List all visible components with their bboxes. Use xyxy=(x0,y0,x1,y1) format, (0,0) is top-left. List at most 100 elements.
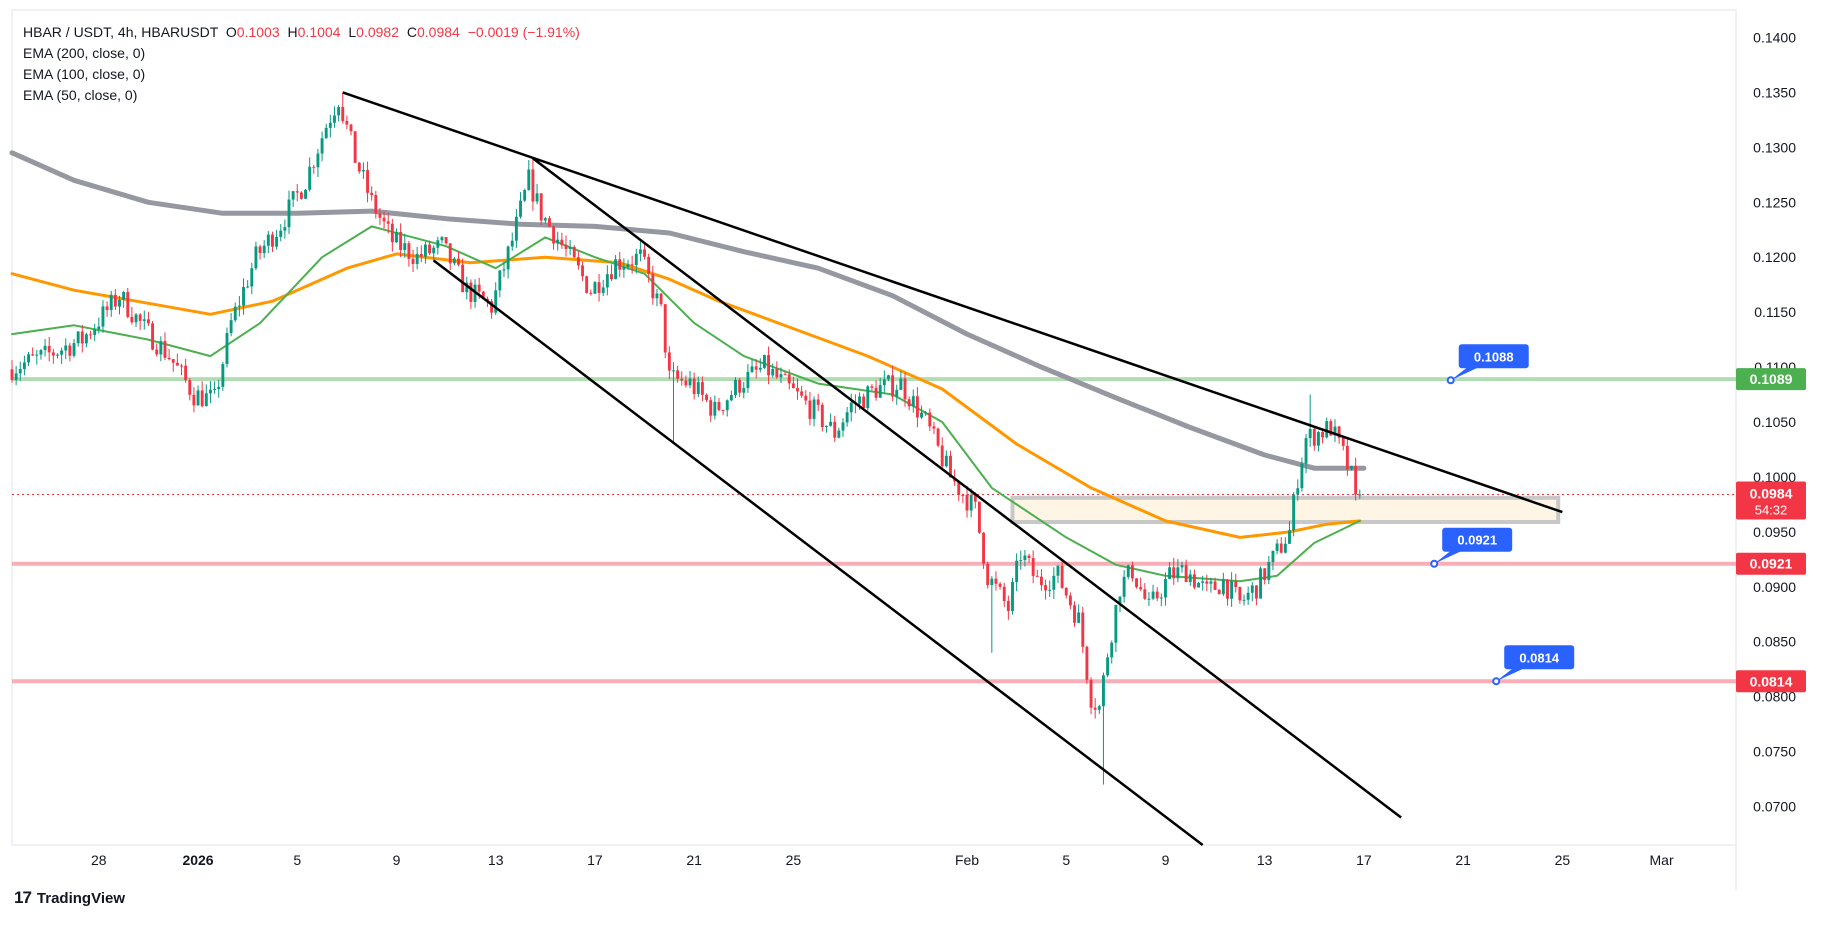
candle-body xyxy=(1073,605,1076,623)
candle-body xyxy=(1180,565,1184,568)
candle-body xyxy=(1354,466,1358,495)
candle-body xyxy=(184,365,188,381)
candle-body xyxy=(672,370,675,372)
supply-zone xyxy=(1010,495,1561,524)
candle-body xyxy=(581,265,584,277)
legend-indicator-ema50[interactable]: EMA (50, close, 0) xyxy=(23,87,138,103)
candle-body xyxy=(432,247,436,254)
level-price-badge xyxy=(1736,670,1806,693)
candle-body xyxy=(717,401,721,411)
candle-body xyxy=(1304,438,1308,464)
tradingview-brand[interactable]: 17 TradingView xyxy=(14,888,125,908)
legend-indicator-ema200[interactable]: EMA (200, close, 0) xyxy=(23,45,146,61)
candle-body xyxy=(667,352,671,371)
candle-body xyxy=(651,274,655,299)
candle-body xyxy=(1325,421,1329,438)
candle-body xyxy=(1209,581,1213,584)
candle-body xyxy=(758,367,762,370)
candle-body xyxy=(229,320,233,333)
candle-body xyxy=(22,362,26,370)
legend-high-key: H xyxy=(287,24,298,40)
candle-body xyxy=(1135,578,1138,588)
callout-label: 0.0814 xyxy=(1519,650,1560,665)
candle-body xyxy=(84,334,88,344)
candle-body xyxy=(614,259,618,280)
candle-body xyxy=(283,227,287,231)
candle-body xyxy=(519,200,522,217)
current-price-label: 0.0984 xyxy=(1750,486,1793,502)
candle-body xyxy=(56,354,59,356)
candle-body xyxy=(14,373,18,380)
candle-body xyxy=(638,249,642,254)
candle-body xyxy=(76,331,80,344)
x-tick-label: 9 xyxy=(1162,852,1170,868)
candle-body xyxy=(1234,580,1238,588)
callout-box xyxy=(1504,645,1575,670)
candle-body xyxy=(370,192,374,195)
candle-body xyxy=(961,494,965,496)
candle-body xyxy=(1242,599,1246,601)
candle-body xyxy=(242,286,245,306)
candle-body xyxy=(43,345,47,351)
candle-body xyxy=(1118,596,1122,606)
candle-body xyxy=(457,258,460,265)
candle-body xyxy=(1159,597,1163,599)
candle-body xyxy=(936,428,940,446)
candle-body xyxy=(1263,568,1267,580)
candle-body xyxy=(820,404,824,428)
candle-body xyxy=(982,532,986,564)
candle-body xyxy=(1300,463,1304,489)
candle-body xyxy=(196,390,200,406)
candle-body xyxy=(696,382,700,395)
candle-body xyxy=(254,246,258,269)
y-tick-label: 0.1150 xyxy=(1754,304,1796,320)
candle-body xyxy=(204,393,208,407)
candle-body xyxy=(208,389,212,394)
legend-low-key: L xyxy=(348,24,357,40)
x-tick-label: 21 xyxy=(1455,852,1471,868)
candle-body xyxy=(159,341,163,355)
candle-body xyxy=(1197,582,1200,588)
candle-body xyxy=(316,153,320,168)
candle-body xyxy=(874,387,878,398)
candle-body xyxy=(812,399,816,419)
candle-body xyxy=(233,306,237,321)
candle-body xyxy=(1333,426,1337,436)
legend-change: −0.0019 (−1.91%) xyxy=(467,24,580,40)
candle-body xyxy=(266,234,270,246)
legend-symbol[interactable]: HBAR / USDT, 4h, HBARUSDT xyxy=(23,24,219,40)
candle-body xyxy=(31,354,35,356)
candle-body xyxy=(80,331,84,344)
candle-body xyxy=(1296,488,1300,495)
candle-body xyxy=(175,362,179,366)
candle-body xyxy=(643,249,646,257)
candle-body xyxy=(944,455,948,467)
candle-body xyxy=(105,306,109,310)
candle-body xyxy=(597,282,601,294)
candle-body xyxy=(180,365,183,367)
y-tick-label: 0.1050 xyxy=(1753,414,1796,430)
candle-body xyxy=(1279,543,1283,553)
legend-symbol-row[interactable]: HBAR / USDT, 4h, HBARUSDT O0.1003 H0.100… xyxy=(23,22,580,43)
candle-body xyxy=(295,191,299,193)
candle-body xyxy=(97,326,101,330)
legend-indicator-ema100[interactable]: EMA (100, close, 0) xyxy=(23,66,146,82)
candle-body xyxy=(490,301,494,313)
candle-body xyxy=(738,379,742,393)
candle-body xyxy=(903,378,907,400)
candle-body xyxy=(845,412,849,423)
y-tick-label: 0.1250 xyxy=(1753,194,1796,210)
candle-body xyxy=(390,223,394,243)
candle-body xyxy=(1321,432,1325,438)
candle-body xyxy=(1254,585,1258,599)
callout-pointer xyxy=(1434,549,1465,564)
candle-body xyxy=(1011,581,1014,612)
candle-body xyxy=(1110,642,1114,658)
chart-grid xyxy=(11,9,1737,890)
candle-body xyxy=(655,293,659,299)
candle-body xyxy=(1205,581,1209,584)
candle-body xyxy=(1015,560,1019,582)
candle-body xyxy=(1201,581,1205,583)
